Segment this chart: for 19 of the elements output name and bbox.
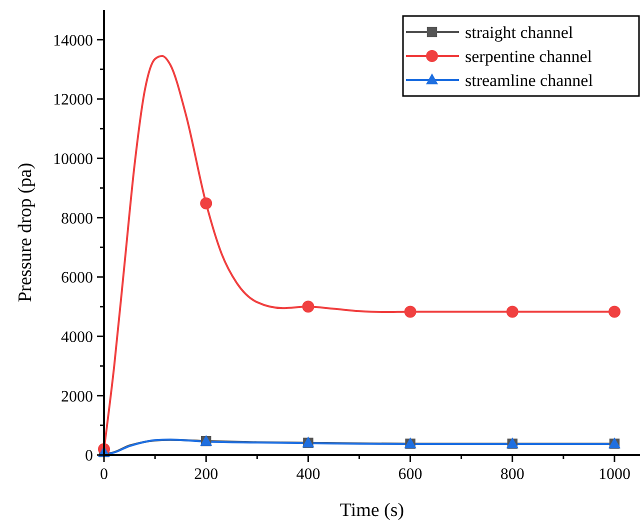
y-tick-label: 8000 <box>61 210 93 228</box>
y-tick-label: 4000 <box>61 328 93 346</box>
legend-label: streamline channel <box>465 70 594 90</box>
x-tick-label: 0 <box>100 466 108 483</box>
x-tick-label: 400 <box>296 466 320 483</box>
x-tick-label: 1000 <box>598 466 630 483</box>
y-tick-label: 6000 <box>61 270 93 287</box>
x-tick-label: 800 <box>500 466 524 483</box>
legend-label: straight channel <box>465 22 574 42</box>
y-tick-label: 10000 <box>53 150 93 168</box>
y-tick-label: 2000 <box>61 388 93 406</box>
x-axis-title: Time (s) <box>340 500 404 521</box>
y-tick-label: 0 <box>85 448 93 465</box>
x-tick-label: 200 <box>194 466 218 483</box>
legend-label: serpentine channel <box>465 46 592 66</box>
y-tick-label: 14000 <box>53 32 93 50</box>
x-tick-label: 600 <box>398 466 422 483</box>
y-axis-title: Pressure drop (pa) <box>15 162 36 302</box>
y-tick-label: 12000 <box>53 92 93 109</box>
